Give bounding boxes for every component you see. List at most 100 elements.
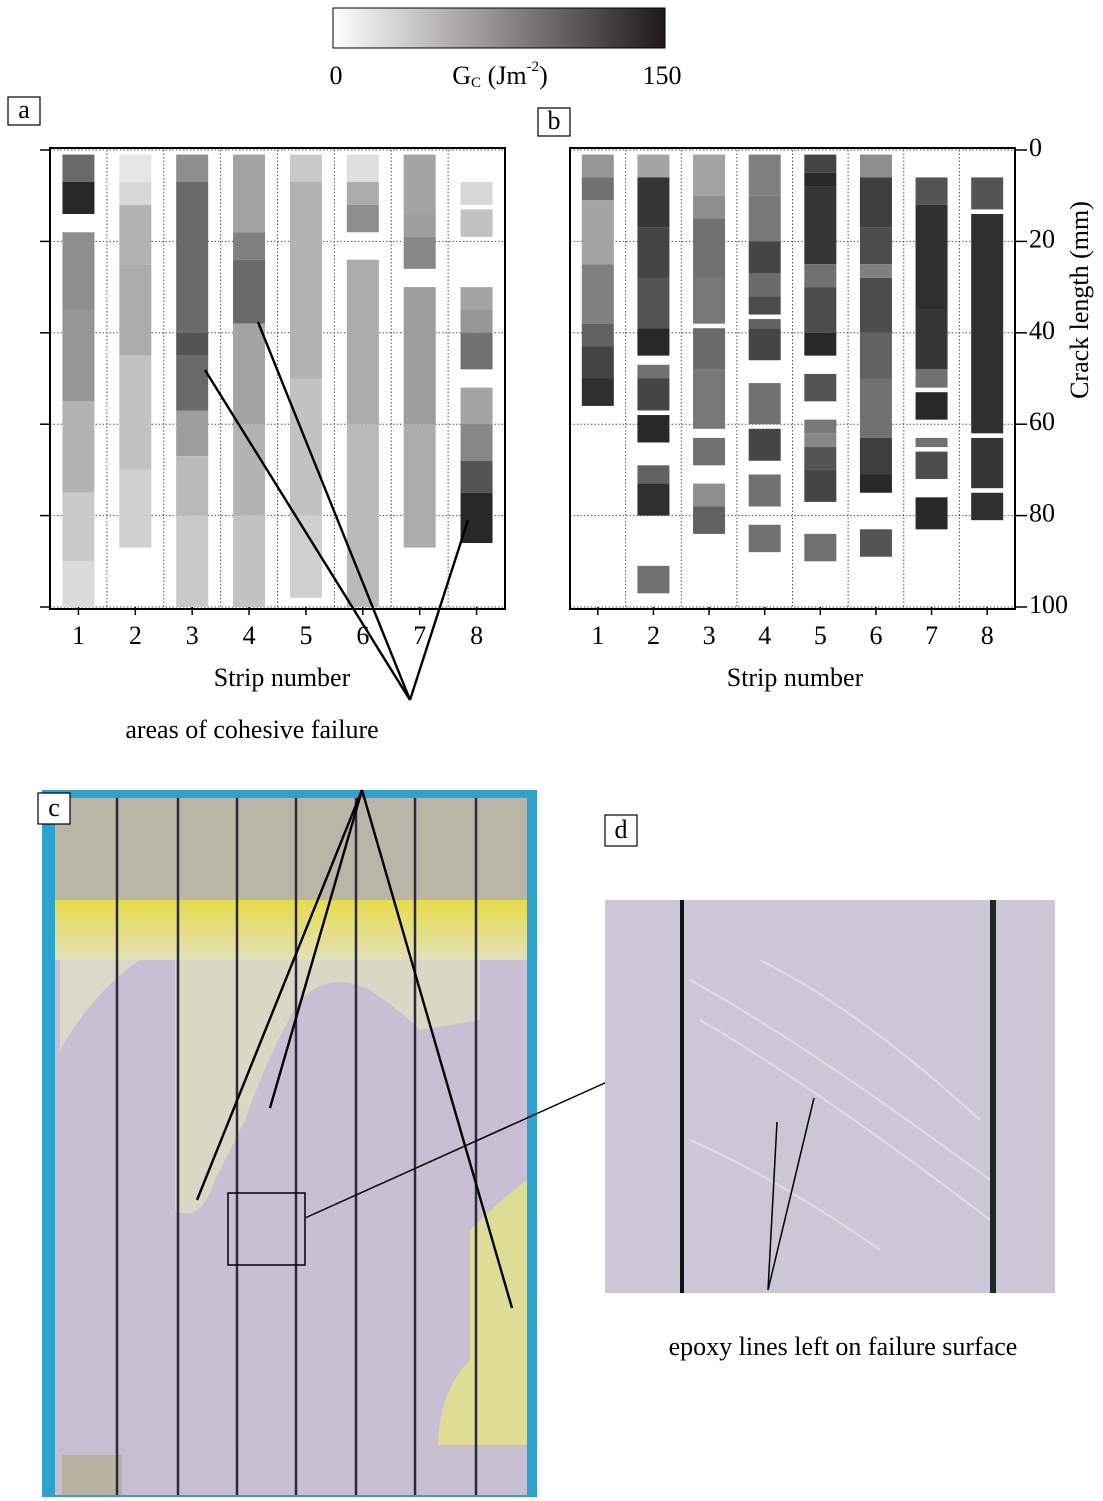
cell xyxy=(804,534,836,561)
cell xyxy=(582,324,614,347)
cell xyxy=(62,493,94,562)
cell xyxy=(804,187,836,265)
cell xyxy=(749,296,781,314)
cell xyxy=(693,328,725,369)
cell xyxy=(637,415,669,442)
cell xyxy=(860,379,892,438)
cell xyxy=(804,333,836,356)
cell xyxy=(804,287,836,333)
y-tick-label: 40 xyxy=(1029,316,1055,345)
cell xyxy=(804,420,836,434)
cell xyxy=(119,264,151,355)
cell xyxy=(461,287,493,310)
cell xyxy=(749,273,781,296)
cell xyxy=(119,470,151,548)
cell xyxy=(637,177,669,227)
x-tick-label: 5 xyxy=(814,621,827,650)
x-tick-label: 2 xyxy=(647,621,660,650)
colorbar-label: GC (Jm-2) xyxy=(452,59,547,91)
cell xyxy=(233,324,265,425)
cell xyxy=(637,155,669,178)
cell xyxy=(860,264,892,278)
cell xyxy=(582,347,614,379)
cell xyxy=(693,278,725,324)
x-tick-label: 8 xyxy=(981,621,994,650)
cell xyxy=(404,237,436,269)
cell xyxy=(176,356,208,411)
cell xyxy=(749,196,781,242)
cell xyxy=(62,182,94,214)
cell xyxy=(749,155,781,196)
cell xyxy=(693,219,725,278)
cell xyxy=(693,484,725,507)
cell xyxy=(749,241,781,273)
cell xyxy=(637,465,669,483)
cell xyxy=(749,328,781,360)
cell xyxy=(860,529,892,556)
cell xyxy=(860,177,892,227)
label-part: ) xyxy=(539,61,548,90)
cell xyxy=(916,177,948,204)
cell xyxy=(971,438,1003,488)
x-tick-label: 7 xyxy=(925,621,938,650)
cell xyxy=(637,484,669,516)
cell xyxy=(916,392,948,419)
cell xyxy=(176,456,208,515)
cell xyxy=(347,205,379,232)
cell xyxy=(860,333,892,379)
y-axis-label: Crack length (mm) xyxy=(1065,201,1094,399)
cell xyxy=(347,155,379,182)
cell xyxy=(971,493,1003,520)
cell xyxy=(971,177,1003,209)
colorbar-min: 0 xyxy=(330,61,343,90)
cell xyxy=(749,383,781,424)
cell xyxy=(693,155,725,196)
panel-label: c xyxy=(48,793,60,822)
x-axis-label: Strip number xyxy=(727,663,864,692)
cell xyxy=(119,155,151,182)
cell xyxy=(461,333,493,370)
cell xyxy=(347,182,379,205)
x-tick-label: 3 xyxy=(703,621,716,650)
cell xyxy=(176,155,208,182)
cell xyxy=(804,433,836,447)
cell xyxy=(693,196,725,219)
x-axis-label: Strip number xyxy=(214,663,351,692)
cell xyxy=(176,516,208,607)
cell xyxy=(461,182,493,205)
cell xyxy=(749,525,781,552)
cell xyxy=(404,155,436,214)
cell xyxy=(176,182,208,333)
cell xyxy=(804,173,836,187)
colorbar xyxy=(333,8,665,48)
x-tick-label: 4 xyxy=(758,621,771,650)
cell xyxy=(290,182,322,379)
annotation: areas of cohesive failure xyxy=(125,715,378,744)
cell xyxy=(916,205,948,310)
cell xyxy=(860,474,892,492)
cell xyxy=(804,155,836,173)
cell xyxy=(971,214,1003,433)
cell xyxy=(290,379,322,516)
cell xyxy=(749,319,781,328)
cell xyxy=(461,424,493,461)
cell xyxy=(637,365,669,379)
cell xyxy=(233,260,265,324)
cell xyxy=(860,278,892,333)
label-part: G xyxy=(452,61,471,90)
x-tick-label: 6 xyxy=(869,621,882,650)
cell xyxy=(233,516,265,607)
cell xyxy=(916,369,948,387)
cell xyxy=(176,410,208,456)
cell xyxy=(860,228,892,265)
cell xyxy=(749,429,781,461)
cell xyxy=(804,264,836,287)
label-sub: C xyxy=(471,75,481,91)
cell xyxy=(582,264,614,323)
colorbar-max: 150 xyxy=(643,61,682,90)
cell xyxy=(693,506,725,533)
cell xyxy=(916,497,948,529)
cell xyxy=(860,155,892,178)
cell xyxy=(62,561,94,607)
cell xyxy=(693,438,725,465)
